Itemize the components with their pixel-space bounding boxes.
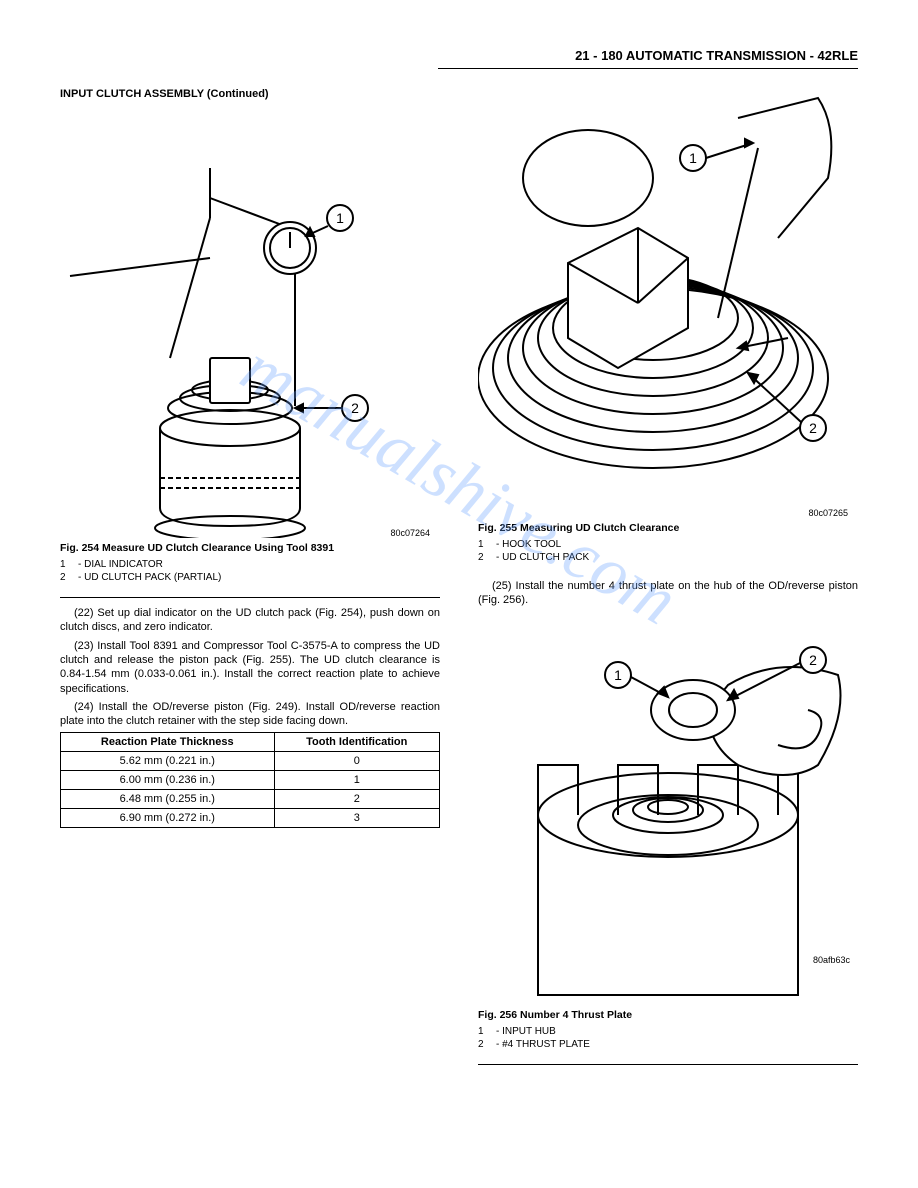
fig256-legend-2: 2 - #4 THRUST PLATE <box>478 1039 858 1050</box>
legend-num: 1 <box>478 539 496 550</box>
legend-text: - UD CLUTCH PACK <box>496 552 858 563</box>
legend-num: 2 <box>478 1039 496 1050</box>
fig256-legend-1: 1 - INPUT HUB <box>478 1026 858 1037</box>
reaction-plate-table: Reaction Plate Thickness Tooth Identific… <box>60 732 440 828</box>
fig254-legend-2: 2 - UD CLUTCH PACK (PARTIAL) <box>60 572 440 583</box>
continued-label-left: INPUT CLUTCH ASSEMBLY (Continued) <box>60 88 440 100</box>
svg-text:80afb63c: 80afb63c <box>813 955 851 965</box>
table-row: 5.62 mm (0.221 in.) 0 <box>61 752 440 771</box>
figure-256: 1 2 80afb63c <box>478 615 858 1005</box>
table-header-thickness: Reaction Plate Thickness <box>61 733 275 752</box>
table-row: 6.00 mm (0.236 in.) 1 <box>61 771 440 790</box>
svg-text:1: 1 <box>689 150 697 166</box>
legend-num: 1 <box>60 559 78 570</box>
svg-text:1: 1 <box>336 210 344 226</box>
fig254-legend-1: 1 - DIAL INDICATOR <box>60 559 440 570</box>
cell-thickness: 6.90 mm (0.272 in.) <box>61 809 275 828</box>
figure-255: 1 2 80c07265 <box>478 88 858 518</box>
cell-thickness: 6.48 mm (0.255 in.) <box>61 790 275 809</box>
page-header-right: 21 - 180 AUTOMATIC TRANSMISSION - 42RLE <box>575 48 858 63</box>
cell-id: 0 <box>274 752 439 771</box>
legend-text: - HOOK TOOL <box>496 539 858 550</box>
legend-num: 1 <box>478 1026 496 1037</box>
legend-text: - INPUT HUB <box>496 1026 858 1037</box>
paragraph-25: (25) Install the number 4 thrust plate o… <box>478 579 858 608</box>
cell-id: 3 <box>274 809 439 828</box>
fig255-legend-2: 2 - UD CLUTCH PACK <box>478 552 858 563</box>
table-row: 6.90 mm (0.272 in.) 3 <box>61 809 440 828</box>
legend-num: 2 <box>60 572 78 583</box>
cell-thickness: 6.00 mm (0.236 in.) <box>61 771 275 790</box>
figure-254: 1 2 80c07264 <box>60 108 440 538</box>
section-rule <box>60 597 440 599</box>
legend-text: - UD CLUTCH PACK (PARTIAL) <box>78 572 440 583</box>
legend-text: - DIAL INDICATOR <box>78 559 440 570</box>
cell-id: 1 <box>274 771 439 790</box>
figure-256-svg: 1 2 80afb63c <box>478 615 858 1005</box>
table-row: 6.48 mm (0.255 in.) 2 <box>61 790 440 809</box>
paragraph-23: (23) Install Tool 8391 and Compressor To… <box>60 639 440 696</box>
section-rule-right <box>478 1064 858 1066</box>
svg-text:80c07264: 80c07264 <box>390 528 430 538</box>
figure-254-svg: 1 2 80c07264 <box>60 108 440 538</box>
figure-255-svg: 1 2 80c07265 <box>478 88 858 518</box>
paragraph-24: (24) Install the OD/reverse piston (Fig.… <box>60 700 440 729</box>
svg-text:80c07265: 80c07265 <box>808 508 848 518</box>
legend-text: - #4 THRUST PLATE <box>496 1039 858 1050</box>
legend-num: 2 <box>478 552 496 563</box>
table-header-id: Tooth Identification <box>274 733 439 752</box>
fig255-caption: Fig. 255 Measuring UD Clutch Clearance <box>478 522 858 535</box>
fig256-caption: Fig. 256 Number 4 Thrust Plate <box>478 1009 858 1022</box>
header-rule <box>438 68 858 69</box>
svg-text:2: 2 <box>809 420 817 436</box>
cell-id: 2 <box>274 790 439 809</box>
svg-text:1: 1 <box>614 667 622 683</box>
svg-text:2: 2 <box>809 652 817 668</box>
fig254-caption: Fig. 254 Measure UD Clutch Clearance Usi… <box>60 542 440 555</box>
svg-text:2: 2 <box>351 400 359 416</box>
paragraph-22: (22) Set up dial indicator on the UD clu… <box>60 606 440 635</box>
cell-thickness: 5.62 mm (0.221 in.) <box>61 752 275 771</box>
fig255-legend-1: 1 - HOOK TOOL <box>478 539 858 550</box>
